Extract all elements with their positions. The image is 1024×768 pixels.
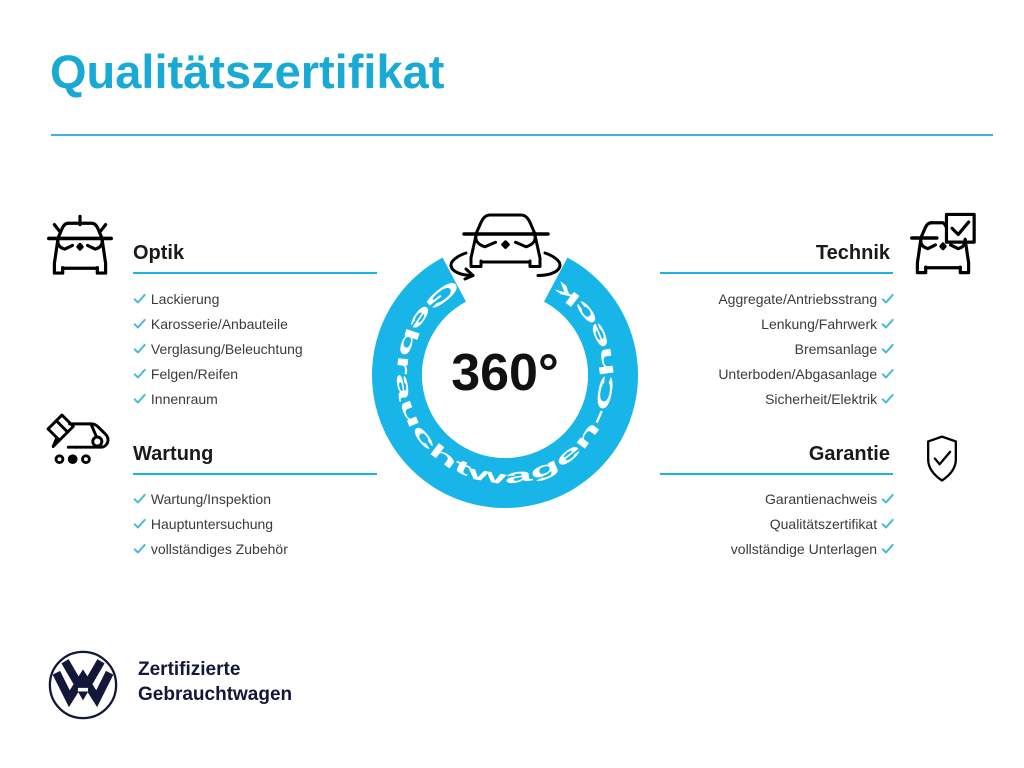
svg-text:360°: 360°: [451, 344, 559, 402]
